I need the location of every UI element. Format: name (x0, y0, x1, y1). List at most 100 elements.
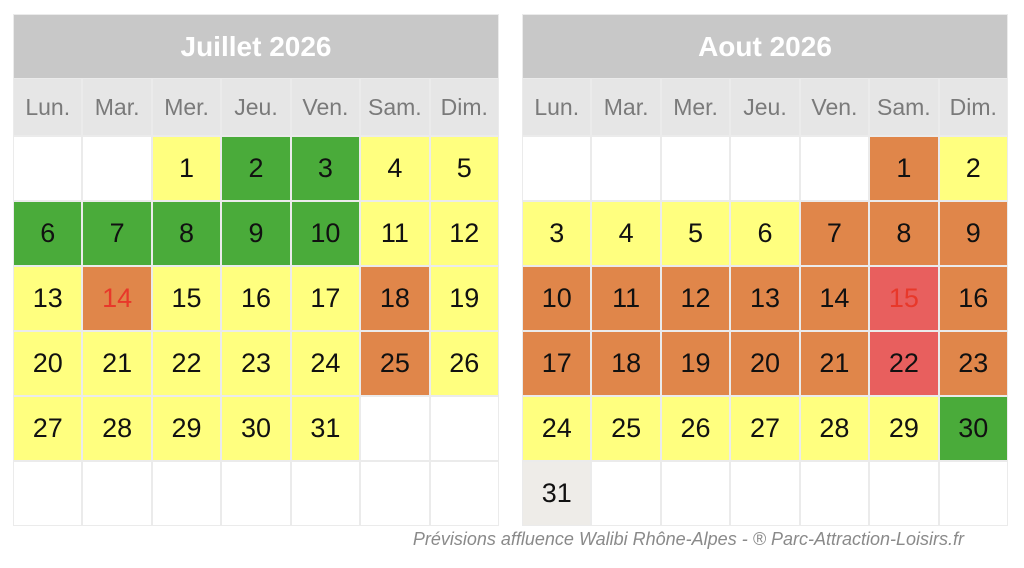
weekday-header: Lun. (14, 79, 82, 135)
day-cell: 5 (661, 202, 730, 265)
weekday-header: Mer. (152, 79, 221, 135)
weekday-header: Sam. (870, 79, 938, 135)
copyright-footer: Prévisions affluence Walibi Rhône-Alpes … (412, 529, 964, 549)
day-cell: 7 (800, 202, 869, 265)
day-cell: 12 (661, 267, 730, 330)
empty-day-cell (430, 462, 498, 525)
empty-day-cell (661, 462, 730, 525)
day-cell: 26 (430, 332, 498, 395)
day-cell: 15 (870, 267, 938, 330)
day-cell: 9 (222, 202, 290, 265)
day-cell: 1 (152, 137, 221, 200)
empty-day-cell (731, 137, 799, 200)
empty-day-cell (83, 137, 151, 200)
day-cell: 17 (291, 267, 360, 330)
empty-day-cell (731, 462, 799, 525)
day-cell: 6 (731, 202, 799, 265)
day-cell: 24 (291, 332, 360, 395)
calendar-august: Aout 2026 Lun. Mar. Mer. Jeu. Ven. Sam. Dim. 1 2… (522, 14, 1008, 526)
day-cell: 31 (291, 397, 360, 460)
day-cell: 3 (291, 137, 360, 200)
day-cell: 9 (939, 202, 1007, 265)
day-cell: 25 (592, 397, 660, 460)
day-cell: 21 (83, 332, 151, 395)
day-cell: 10 (291, 202, 360, 265)
day-cell: 4 (592, 202, 660, 265)
day-cell: 21 (800, 332, 869, 395)
day-cell: 13 (731, 267, 799, 330)
day-cell: 19 (661, 332, 730, 395)
day-cell: 14 (800, 267, 869, 330)
day-cell: 23 (222, 332, 290, 395)
empty-day-cell (523, 137, 591, 200)
empty-day-cell (800, 137, 869, 200)
day-cell: 29 (152, 397, 221, 460)
day-cell: 18 (592, 332, 660, 395)
weekday-header: Jeu. (731, 79, 799, 135)
day-cell: 5 (430, 137, 498, 200)
day-cell: 6 (14, 202, 82, 265)
day-cell: 8 (870, 202, 938, 265)
day-cell: 29 (870, 397, 938, 460)
day-cell: 22 (870, 332, 938, 395)
day-cell: 2 (939, 137, 1007, 200)
empty-day-cell (14, 137, 82, 200)
day-cell: 7 (83, 202, 151, 265)
day-cell: 28 (83, 397, 151, 460)
empty-day-cell (152, 462, 221, 525)
day-cell: 2 (222, 137, 290, 200)
day-grid: Lun. Mar. Mer. Jeu. Ven. Sam. Dim. 1 2 3 4 5 6 7 8 9 10 1… (523, 79, 1007, 525)
weekday-header: Mer. (661, 79, 730, 135)
day-cell: 16 (222, 267, 290, 330)
day-cell: 1 (870, 137, 938, 200)
empty-day-cell (661, 137, 730, 200)
day-cell: 20 (731, 332, 799, 395)
day-cell: 14 (83, 267, 151, 330)
weekday-header: Sam. (361, 79, 429, 135)
day-cell: 4 (361, 137, 429, 200)
empty-day-cell (870, 462, 938, 525)
day-cell: 8 (152, 202, 221, 265)
day-cell: 15 (152, 267, 221, 330)
empty-day-cell (592, 137, 660, 200)
empty-day-cell (83, 462, 151, 525)
day-cell: 27 (14, 397, 82, 460)
empty-day-cell (222, 462, 290, 525)
day-cell: 31 (523, 462, 591, 525)
day-cell: 10 (523, 267, 591, 330)
day-cell: 30 (939, 397, 1007, 460)
day-cell: 11 (361, 202, 429, 265)
day-cell: 13 (14, 267, 82, 330)
day-cell: 25 (361, 332, 429, 395)
weekday-header: Dim. (430, 79, 498, 135)
empty-day-cell (291, 462, 360, 525)
empty-day-cell (361, 462, 429, 525)
day-grid: Lun. Mar. Mer. Jeu. Ven. Sam. Dim. 1 2 3 4 5 6 7 8 9 10 1… (14, 79, 498, 525)
empty-day-cell (592, 462, 660, 525)
day-cell: 30 (222, 397, 290, 460)
weekday-header: Ven. (800, 79, 869, 135)
month-title: Juillet 2026 (14, 15, 498, 78)
day-cell: 12 (430, 202, 498, 265)
weekday-header: Jeu. (222, 79, 290, 135)
calendar-july: Juillet 2026 Lun. Mar. Mer. Jeu. Ven. Sam. Dim… (13, 14, 499, 526)
month-title: Aout 2026 (523, 15, 1007, 78)
weekday-header: Mar. (83, 79, 151, 135)
empty-day-cell (361, 397, 429, 460)
day-cell: 16 (939, 267, 1007, 330)
day-cell: 22 (152, 332, 221, 395)
day-cell: 11 (592, 267, 660, 330)
empty-day-cell (14, 462, 82, 525)
weekday-header: Mar. (592, 79, 660, 135)
weekday-header: Lun. (523, 79, 591, 135)
day-cell: 19 (430, 267, 498, 330)
day-cell: 3 (523, 202, 591, 265)
empty-day-cell (800, 462, 869, 525)
day-cell: 23 (939, 332, 1007, 395)
weekday-header: Dim. (939, 79, 1007, 135)
day-cell: 28 (800, 397, 869, 460)
day-cell: 20 (14, 332, 82, 395)
day-cell: 26 (661, 397, 730, 460)
empty-day-cell (939, 462, 1007, 525)
day-cell: 18 (361, 267, 429, 330)
